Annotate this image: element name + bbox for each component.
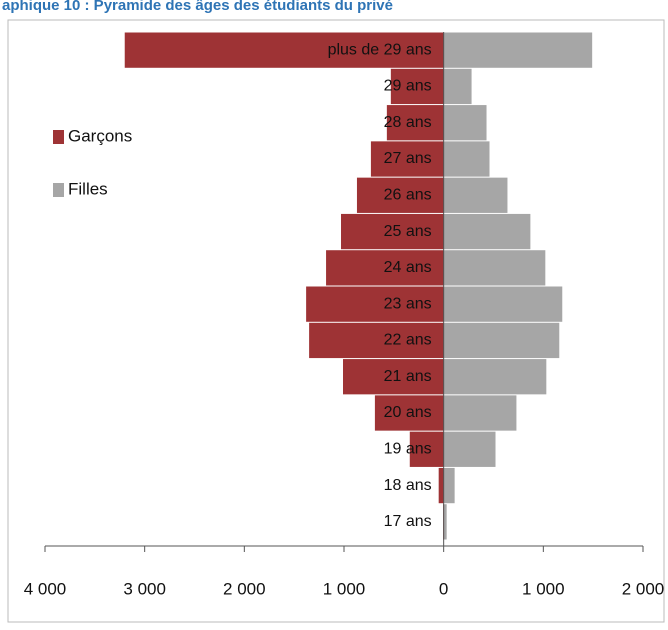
bar [444,250,546,285]
category-label: 18 ans [384,477,432,494]
x-tick-label: 2 000 [622,579,665,598]
bar [444,178,508,213]
category-label: 28 ans [384,114,432,131]
category-label: 21 ans [384,368,432,385]
category-label: 17 ans [384,513,432,530]
bar [444,287,563,322]
category-label: 29 ans [384,78,432,95]
bar [444,33,593,68]
legend-label: Garçons [68,126,132,145]
legend-label: Filles [68,179,108,198]
x-tick-label: 2 000 [223,579,266,598]
bar [444,69,472,104]
category-label: 27 ans [384,150,432,167]
bar [439,468,444,503]
bar [444,395,517,430]
category-label: 25 ans [384,223,432,240]
category-label: 19 ans [384,441,432,458]
category-label: 22 ans [384,332,432,349]
x-tick-label: 3 000 [123,579,166,598]
category-label: 26 ans [384,187,432,204]
category-label: 23 ans [384,295,432,312]
legend-swatch [53,183,64,197]
x-tick-label: 0 [439,579,448,598]
chart-title: aphique 10 : Pyramide des âges des étudi… [2,0,393,14]
bar [444,323,560,358]
bar [444,468,455,503]
bar [444,105,487,140]
bar [444,141,490,176]
bar [444,214,531,249]
x-tick-label: 1 000 [522,579,565,598]
legend-swatch [53,130,64,144]
bar [444,432,496,467]
category-label: plus de 29 ans [328,41,432,58]
x-tick-label: 1 000 [323,579,366,598]
x-tick-label: 4 000 [24,579,67,598]
category-label: 20 ans [384,404,432,421]
bar [444,359,547,394]
category-label: 24 ans [384,259,432,276]
